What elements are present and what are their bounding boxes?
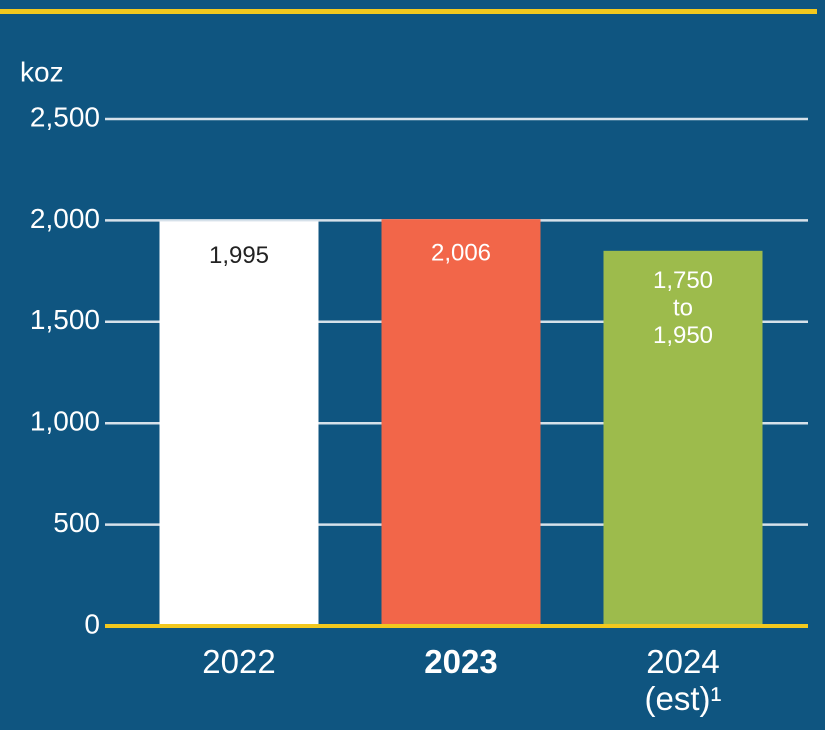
y-tick-label: 1,500 [30,304,100,335]
bar [159,221,319,626]
top-rule [0,9,817,14]
x-tick-label: 2024 (est)¹ [644,643,722,717]
value-label: 1,995 [209,242,269,269]
value-label: 2,006 [431,240,491,267]
x-tick-label: 2022 [202,643,276,680]
range-label: 1,750 [653,267,713,294]
y-tick-label: 500 [53,507,100,538]
y-tick-label: 2,500 [30,101,100,132]
range-bar [603,250,763,626]
x-tick-label: 2023 [424,643,498,680]
y-axis-label: koz [20,56,64,87]
range-label: 1,950 [653,322,713,349]
y-tick-label: 2,000 [30,203,100,234]
bar [381,219,541,626]
range-label: to [673,295,693,322]
y-tick-label: 1,000 [30,406,100,437]
y-tick-label: 0 [84,608,100,639]
